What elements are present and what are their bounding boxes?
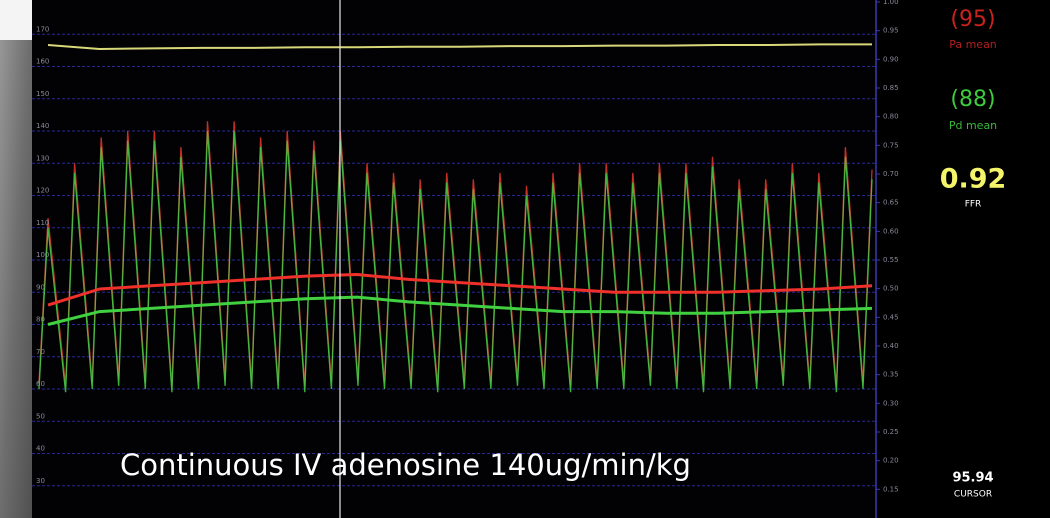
y-tick-label: 90 xyxy=(36,283,45,291)
y2-tick-label: 0.15 xyxy=(883,485,899,493)
readout-panel: (95) Pa mean (88) Pd mean 0.92 FFR 95.94 CURSOR xyxy=(940,7,1007,500)
readout-value: 0.92 xyxy=(940,164,1007,195)
readout-label: FFR xyxy=(965,200,982,210)
y-tick-label: 140 xyxy=(36,122,49,130)
y-tick-label: 40 xyxy=(36,445,45,453)
readout-label: CURSOR xyxy=(954,490,992,500)
y2-tick-label: 0.50 xyxy=(883,285,899,293)
y2-tick-label: 0.95 xyxy=(883,27,899,35)
y-tick-label: 30 xyxy=(36,477,45,485)
traces xyxy=(38,43,873,393)
y2-tick-label: 0.25 xyxy=(883,428,899,436)
y2-tick-label: 0.75 xyxy=(883,141,899,149)
corner xyxy=(0,0,32,40)
readout-value: (88) xyxy=(950,87,995,112)
y2-tick-label: 0.35 xyxy=(883,371,899,379)
y2-tick-label: 0.70 xyxy=(883,170,899,178)
y2-tick-label: 0.30 xyxy=(883,399,899,407)
y-tick-label: 100 xyxy=(36,251,49,259)
y2-tick-label: 0.20 xyxy=(883,457,899,465)
y-tick-label: 160 xyxy=(36,58,49,66)
mean-line xyxy=(47,43,872,50)
readout-label: Pa mean xyxy=(949,38,997,51)
y-tick-label: 50 xyxy=(36,412,45,420)
y-tick-label: 170 xyxy=(36,25,49,33)
y-tick-label: 150 xyxy=(36,90,49,98)
mean-line xyxy=(47,273,873,307)
y2-tick-label: 0.40 xyxy=(883,342,899,350)
y-tick-label: 130 xyxy=(36,154,49,162)
y-tick-label: 110 xyxy=(36,219,49,227)
y-tick-label: 80 xyxy=(36,316,45,324)
labels: 30 40 50 60 70 80 90 100 110 120 130 140 150 160 170 0.… xyxy=(36,0,899,493)
caption: Continuous IV adenosine 140ug/min/kg xyxy=(120,448,691,482)
y-tick-label: 120 xyxy=(36,187,49,195)
pressure-waveform xyxy=(38,130,873,393)
y2-tick-label: 0.85 xyxy=(883,84,899,92)
mean-line xyxy=(47,295,873,326)
readout-label: Pd mean xyxy=(949,119,997,132)
y2-tick-label: 0.65 xyxy=(883,199,899,207)
angiogram-strip xyxy=(0,0,32,518)
y2-tick-label: 0.80 xyxy=(883,113,899,121)
readout-value: 95.94 xyxy=(952,471,993,486)
y-tick-label: 60 xyxy=(36,380,45,388)
y2-tick-label: 1.00 xyxy=(883,0,899,6)
readout-value: (95) xyxy=(950,7,995,32)
y2-tick-label: 0.55 xyxy=(883,256,899,264)
y-tick-label: 70 xyxy=(36,348,45,356)
y2-tick-label: 0.45 xyxy=(883,313,899,321)
y2-tick-label: 0.90 xyxy=(883,55,899,63)
y2-tick-label: 0.60 xyxy=(883,227,899,235)
